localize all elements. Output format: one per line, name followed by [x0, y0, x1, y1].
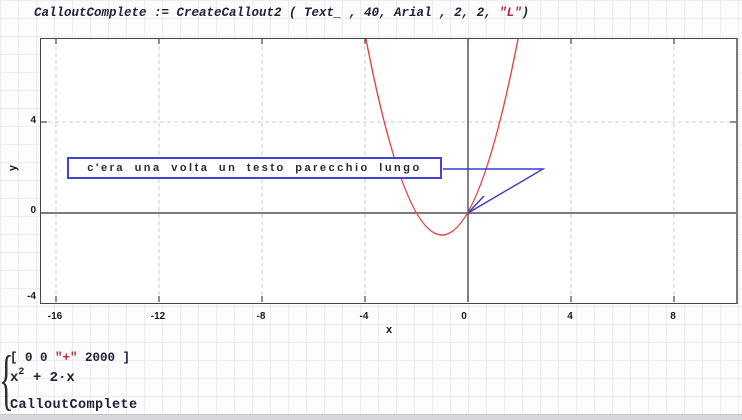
- callout-box[interactable]: c'era una volta un testo parecchio lungo: [67, 157, 442, 179]
- result-params-string: "+": [55, 351, 78, 365]
- x-tick-label: -12: [150, 311, 166, 322]
- formula-text: CalloutComplete := CreateCallout2 ( Text…: [34, 6, 500, 20]
- y-tick-label: -4: [27, 291, 36, 302]
- callout-arrow-barb: [467, 195, 485, 214]
- y-tick-label: 0: [30, 205, 36, 216]
- expression-exponent: 2: [18, 367, 25, 378]
- callout-leader-line: [443, 168, 546, 214]
- formula-definition[interactable]: CalloutComplete := CreateCallout2 ( Text…: [34, 6, 529, 20]
- x-axis-title: x: [385, 324, 393, 336]
- tick-marks: [41, 39, 736, 302]
- y-tick-label: 4: [30, 115, 36, 126]
- y-axis-title: y: [7, 164, 19, 172]
- formula-close-paren: ): [521, 6, 530, 20]
- x-tick-label: -8: [256, 311, 266, 322]
- x-tick-label: -16: [47, 311, 63, 322]
- result-name: CalloutComplete: [10, 398, 138, 413]
- x-tick-label: 8: [670, 311, 676, 322]
- system-brace: {: [0, 341, 14, 417]
- callout-text: c'era una volta un testo parecchio lungo: [87, 162, 422, 174]
- result-params-right: 2000 ]: [77, 351, 131, 365]
- formula-string-arg: "L": [499, 6, 522, 20]
- bottom-edge-bar: [0, 414, 742, 420]
- expression-rest: + 2·x: [24, 370, 75, 386]
- result-params-left: [ 0 0: [10, 351, 56, 365]
- x-tick-label: 4: [567, 311, 573, 322]
- gridlines: [41, 39, 736, 302]
- result-callout-params: [ 0 0 "+" 2000 ]: [10, 351, 130, 365]
- curve-parabola: [365, 39, 519, 236]
- x-tick-label: 0: [461, 311, 467, 322]
- result-expression: x2 + 2·x: [10, 367, 75, 386]
- plot-canvas: [41, 39, 736, 302]
- expression-base: x: [10, 370, 19, 386]
- x-tick-label: -4: [359, 311, 369, 322]
